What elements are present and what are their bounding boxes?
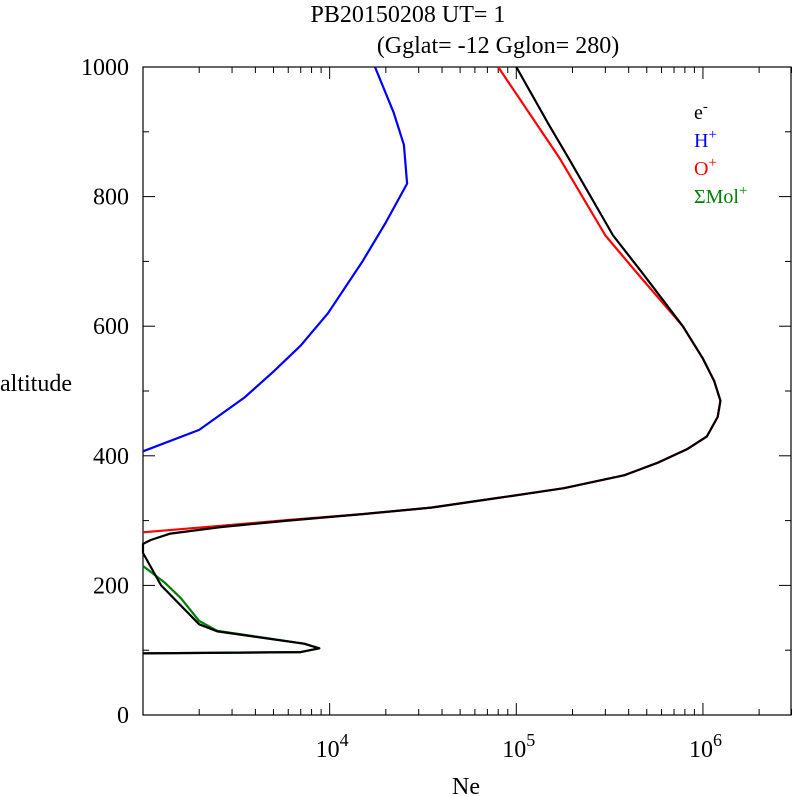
x-axis-ticks	[142, 67, 792, 715]
x-tick-label: 105	[502, 730, 535, 763]
y-tick-label: 200	[93, 573, 129, 599]
y-axis-title: altitude	[0, 371, 72, 397]
x-tick-label: 104	[316, 730, 349, 763]
chart-title-line2: (Gglat= -12 Gglon= 280)	[377, 33, 619, 59]
y-axis-ticks	[143, 66, 791, 716]
series-lines	[141, 66, 722, 655]
series-line-H	[142, 66, 409, 453]
x-tick-labels: 104 105 106	[316, 730, 722, 763]
y-tick-label: 400	[93, 444, 129, 470]
y-tick-labels: 0 200 400 600 800 1000	[81, 55, 129, 729]
y-tick-label: 0	[117, 703, 129, 729]
legend-entry: H+	[694, 127, 717, 152]
legend: e- H+ O+ ΣMol+	[694, 99, 747, 208]
series-line-e	[141, 66, 722, 655]
y-tick-label: 800	[93, 185, 129, 211]
chart-title-line1: PB20150208 UT= 1	[311, 2, 506, 28]
y-tick-label: 1000	[81, 55, 129, 81]
legend-entry: e-	[694, 99, 708, 124]
legend-entry: ΣMol+	[694, 183, 747, 208]
series-line-O	[142, 66, 722, 534]
x-tick-label: 106	[689, 730, 722, 763]
x-axis-title: Ne	[452, 774, 480, 796]
series-line-Mol	[142, 565, 321, 655]
legend-entry: O+	[694, 155, 717, 180]
y-tick-label: 600	[93, 314, 129, 340]
